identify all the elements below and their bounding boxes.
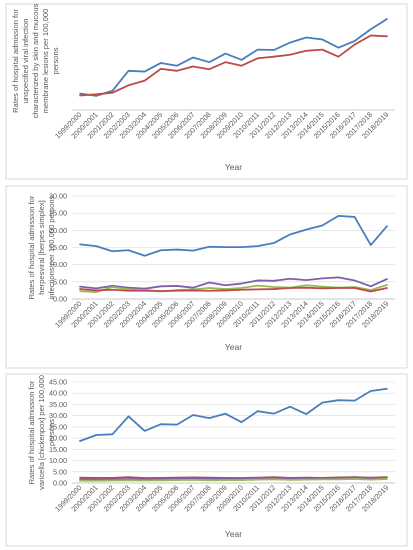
series-line-1	[79, 18, 388, 97]
y-axis-label: characterized by skin and mucous	[31, 3, 40, 118]
y-tick-label: 25.00	[49, 422, 67, 431]
y-axis-label: persons	[47, 419, 56, 446]
series-line-3	[79, 476, 388, 481]
y-tick-label: 30.00	[49, 192, 67, 201]
y-tick-label: 25.00	[49, 209, 67, 218]
y-tick-label: 15.00	[49, 445, 67, 454]
y-axis-label: Rates of hospital admission for	[11, 9, 20, 113]
y-axis-label: herpesviral [herpes simplex]	[37, 200, 46, 295]
y-tick-label: 10.00	[49, 260, 67, 269]
y-tick-label: 0.00	[53, 479, 67, 488]
chart-panel	[5, 373, 408, 547]
y-axis-label: unspecified viral infection	[21, 19, 30, 104]
series-line-1	[79, 215, 388, 257]
y-tick-label: 10.00	[49, 456, 67, 465]
series-line-4	[79, 478, 388, 482]
y-tick-label: 35.00	[49, 400, 67, 409]
series-line-2	[79, 34, 388, 97]
y-tick-label: 15.00	[49, 243, 67, 252]
x-axis-label: Year	[225, 162, 242, 172]
chart-1: 1999/20002000/20012001/20022002/20032003…	[5, 3, 408, 180]
y-tick-label: 20.00	[49, 226, 67, 235]
y-tick-label: 40.00	[49, 389, 67, 398]
y-axis-label: membrane lesions per 100,000	[41, 9, 50, 114]
series-line-1	[79, 387, 388, 442]
y-axis-label: varicella [chickenpox] per 100,000	[37, 375, 46, 490]
y-tick-label: 5.00	[53, 277, 67, 286]
y-tick-label: 5.00	[53, 467, 67, 476]
y-tick-label: 20.00	[49, 434, 67, 443]
x-axis-label: Year	[225, 529, 242, 539]
y-axis-label: Rates of hospital admission for	[27, 380, 36, 484]
chart-panel	[5, 3, 408, 180]
x-axis-label: Year	[225, 342, 242, 352]
chart-2: 0.005.0010.0015.0020.0025.0030.001999/20…	[5, 185, 408, 369]
chart-3: 0.00 5.00 10.00 15.00 20.00 25.00 30.00 35.00 40…	[5, 373, 408, 547]
y-axis-label: infections per 100,000 persons	[47, 195, 56, 299]
y-axis-label: Rates of hospital admission for	[27, 195, 36, 299]
y-axis-label: persons	[51, 47, 60, 74]
series-line-4	[79, 286, 388, 293]
y-tick-label: 0.00	[53, 295, 67, 304]
series-line-2	[79, 276, 388, 290]
y-tick-label: 30.00	[49, 411, 67, 420]
y-tick-label: 45.00	[49, 378, 67, 387]
